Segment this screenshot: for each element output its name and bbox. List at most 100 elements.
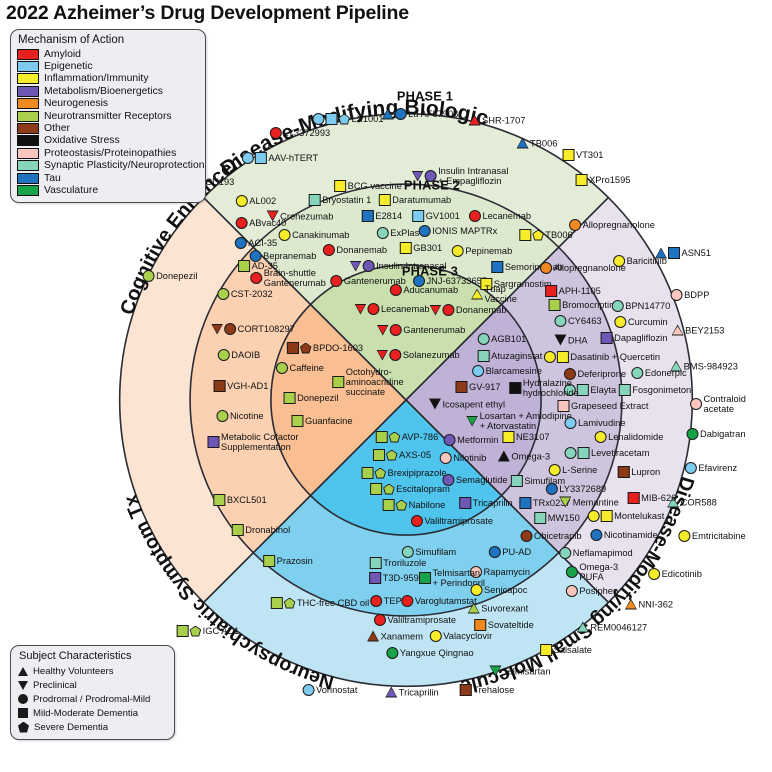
drug-entry[interactable]: Donepezil xyxy=(142,270,197,282)
drug-entry[interactable]: Metformin xyxy=(443,434,498,446)
drug-entry[interactable]: Daratumumab xyxy=(378,194,451,206)
drug-entry[interactable]: Lecanemab xyxy=(354,303,430,315)
drug-entry[interactable]: Blarcamesine xyxy=(472,365,542,377)
drug-entry[interactable]: NNI-362 xyxy=(624,598,673,610)
drug-entry[interactable]: Insulin Intranasal xyxy=(349,260,446,272)
drug-entry[interactable]: CY6463 xyxy=(554,315,602,327)
drug-entry[interactable]: ABvac40 xyxy=(235,217,286,229)
drug-entry[interactable]: REM0046127 xyxy=(576,621,647,633)
drug-entry[interactable]: Contraloid acetate xyxy=(690,394,746,414)
drug-entry[interactable]: Donepezil xyxy=(283,392,338,404)
drug-entry[interactable]: Valiltramiprosate xyxy=(410,515,493,527)
drug-entry[interactable]: Escitalopram xyxy=(370,483,450,495)
drug-entry[interactable]: BCG vaccine xyxy=(334,180,402,192)
drug-entry[interactable]: Emtricitabine xyxy=(678,530,746,542)
drug-entry[interactable]: Deferiprone xyxy=(563,368,626,380)
drug-entry[interactable]: Edonerpic xyxy=(631,367,687,379)
drug-entry[interactable]: Hydralazine hydrochloride xyxy=(509,378,579,398)
drug-entry[interactable]: Dasatinib + Quercetin xyxy=(543,351,660,363)
drug-entry[interactable]: Gantenerumab xyxy=(330,275,406,287)
drug-entry[interactable]: THC-free CBD oil xyxy=(270,597,369,609)
drug-entry[interactable]: VGH-AD1 xyxy=(213,380,268,392)
drug-entry[interactable]: Vorinostat xyxy=(302,684,357,696)
drug-entry[interactable]: Lenalidomide xyxy=(594,431,663,443)
drug-entry[interactable]: LX1001 xyxy=(312,113,384,125)
drug-entry[interactable]: Allopregnanolone xyxy=(540,262,626,274)
drug-entry[interactable]: Levetiracetam xyxy=(564,447,649,459)
drug-entry[interactable]: BPN14770 xyxy=(611,300,670,312)
drug-entry[interactable]: Trehalose xyxy=(459,684,514,696)
drug-entry[interactable]: Efavirenz xyxy=(684,462,737,474)
drug-entry[interactable]: TEP xyxy=(370,595,402,607)
drug-entry[interactable]: Metabolic Cofactor Supplementation xyxy=(207,432,299,452)
drug-entry[interactable]: Tricaprilin xyxy=(385,686,439,698)
drug-entry[interactable]: Bromocriptine xyxy=(548,299,619,311)
drug-entry[interactable]: Valacyclovir xyxy=(429,630,492,642)
drug-entry[interactable]: GV1001 xyxy=(412,210,460,222)
drug-entry[interactable]: Losartan + Amlodipine + Atorvastatin xyxy=(466,411,572,431)
drug-entry[interactable]: Lecanemab xyxy=(468,210,531,222)
drug-entry[interactable]: Nicotinamide xyxy=(590,529,658,541)
drug-entry[interactable]: Nicotine xyxy=(216,410,264,422)
drug-entry[interactable]: Crenezumab xyxy=(266,210,333,222)
drug-entry[interactable]: BDPP xyxy=(670,289,709,301)
drug-entry[interactable]: CST-2032 xyxy=(217,288,273,300)
drug-entry[interactable]: IONIS MAPTRx xyxy=(418,225,497,237)
drug-entry[interactable]: Dapagliflozin xyxy=(600,332,667,344)
drug-entry[interactable]: Sovateltide xyxy=(474,619,534,631)
drug-entry[interactable]: DAOIB xyxy=(217,349,260,361)
drug-entry[interactable]: LY3372993 xyxy=(269,127,330,139)
drug-entry[interactable]: T3D-959 xyxy=(369,572,419,584)
drug-entry[interactable]: Baricitinib xyxy=(613,255,667,267)
drug-entry[interactable]: Lupron xyxy=(617,466,660,478)
drug-entry[interactable]: Semorinemab xyxy=(491,261,563,273)
drug-entry[interactable]: Sargramostim xyxy=(480,278,552,290)
drug-entry[interactable]: SHR-1707 xyxy=(468,114,525,126)
drug-entry[interactable]: AD-35 xyxy=(238,260,278,272)
drug-entry[interactable]: BMS-984923 xyxy=(670,360,738,372)
drug-entry[interactable]: COR588 xyxy=(667,496,717,508)
drug-entry[interactable]: AL002 xyxy=(235,195,276,207)
drug-entry[interactable]: BEY2153 xyxy=(671,324,724,336)
drug-entry[interactable]: Posiphen xyxy=(565,585,618,597)
drug-entry[interactable]: AVP-786 xyxy=(375,431,438,443)
drug-entry[interactable]: L-Serine xyxy=(548,464,597,476)
drug-entry[interactable]: JNJ-63733657 xyxy=(413,275,487,287)
drug-entry[interactable]: XPro1595 xyxy=(575,174,630,186)
drug-entry[interactable]: Troriluzole xyxy=(369,557,426,569)
drug-entry[interactable]: Yangxue Qingnao xyxy=(386,647,474,659)
drug-entry[interactable]: Curcumin xyxy=(614,316,668,328)
drug-entry[interactable]: Bepranemab xyxy=(249,250,316,262)
drug-entry[interactable]: Gantenerumab xyxy=(376,324,465,336)
drug-entry[interactable]: Fosgonimeton xyxy=(618,384,691,396)
drug-entry[interactable]: Memantine xyxy=(559,496,619,508)
drug-entry[interactable]: DHA xyxy=(554,334,588,346)
drug-entry[interactable]: ExPlas xyxy=(376,227,419,239)
drug-entry[interactable]: NE3107 xyxy=(502,431,550,443)
drug-entry[interactable]: IGC AD1 xyxy=(176,625,239,637)
drug-entry[interactable]: Insulin Intranasal + Empagliflozin xyxy=(411,166,508,186)
drug-entry[interactable]: CORT108297 xyxy=(211,323,295,335)
drug-entry[interactable]: Tdap Vaccine xyxy=(471,284,517,304)
drug-entry[interactable]: Dabigatran xyxy=(686,428,745,440)
drug-entry[interactable]: BPDO-1603 xyxy=(286,342,363,354)
drug-entry[interactable]: Senicapoc xyxy=(470,584,527,596)
drug-entry[interactable]: AXS-05 xyxy=(372,449,431,461)
drug-entry[interactable]: Suvorexant xyxy=(467,602,528,614)
drug-entry[interactable]: Bryostatin 1 xyxy=(308,194,371,206)
drug-entry[interactable]: E2814 xyxy=(361,210,402,222)
drug-entry[interactable]: APH-1105 xyxy=(545,285,601,297)
drug-entry[interactable]: Tricaprilin xyxy=(459,497,513,509)
drug-entry[interactable]: Telmisartan + Perindopril xyxy=(419,568,485,588)
drug-entry[interactable]: Atuzaginstat xyxy=(477,350,542,362)
drug-entry[interactable]: Rapamycin xyxy=(469,566,530,578)
drug-entry[interactable]: Pepinemab xyxy=(451,245,512,257)
drug-entry[interactable]: Elayta xyxy=(563,384,616,396)
drug-entry[interactable]: Semaglutide xyxy=(442,474,508,486)
drug-entry[interactable]: Lamivudine xyxy=(564,417,626,429)
drug-entry[interactable]: Solanezumab xyxy=(376,349,460,361)
drug-entry[interactable]: Obicetrapib xyxy=(520,530,582,542)
drug-entry[interactable]: ASN51 xyxy=(655,247,711,259)
drug-entry[interactable]: LY3372689 xyxy=(545,483,606,495)
drug-entry[interactable]: Prazosin xyxy=(263,555,313,567)
